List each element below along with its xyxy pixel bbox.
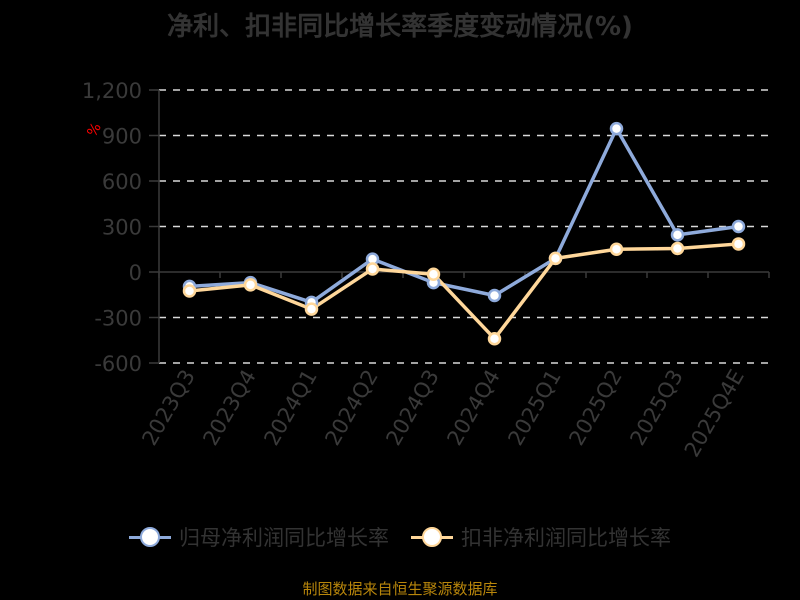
data-point-marker[interactable]: [426, 267, 441, 282]
series-line-1: [189, 126, 739, 305]
line-chart: -600-30003006009001,2002023Q32023Q42024Q…: [82, 79, 770, 462]
data-point-marker[interactable]: [609, 242, 624, 256]
y-tick-label: 600: [102, 170, 142, 194]
legend-item-net-profit-growth[interactable]: 归母净利润同比增长率: [129, 522, 389, 552]
chart-title: 净利、扣非同比增长率季度变动情况(%): [167, 12, 633, 42]
legend-marker-icon: [411, 527, 453, 547]
x-tick-label: 2024Q1: [259, 366, 321, 450]
legend-item-deducted-net-profit-growth[interactable]: 扣非净利润同比增长率: [411, 522, 671, 552]
x-tick-label: 2025Q1: [503, 366, 565, 450]
data-point-marker[interactable]: [670, 241, 685, 256]
y-tick-label: 1,200: [82, 79, 142, 103]
y-tick-label: 0: [129, 261, 142, 285]
y-tick-label: 900: [102, 125, 142, 149]
x-tick-label: 2025Q3: [625, 366, 687, 450]
data-point-marker[interactable]: [731, 219, 746, 234]
x-tick-label: 2025Q2: [564, 366, 626, 450]
data-point-marker[interactable]: [365, 262, 380, 276]
data-point-marker[interactable]: [304, 302, 319, 316]
data-point-marker[interactable]: [243, 278, 258, 292]
data-point-marker[interactable]: [731, 237, 746, 251]
legend-marker-icon: [129, 527, 171, 547]
data-point-marker[interactable]: [182, 284, 197, 298]
x-tick-label: 2024Q2: [320, 366, 382, 450]
series-line-2: [189, 242, 739, 341]
y-tick-label: -600: [94, 352, 142, 376]
x-tick-label: 2024Q3: [381, 366, 443, 450]
x-tick-label: 2024Q4: [442, 366, 504, 450]
data-point-marker[interactable]: [670, 228, 685, 242]
x-tick-label: 2023Q4: [198, 366, 260, 450]
y-tick-label: 300: [102, 216, 142, 240]
data-point-marker[interactable]: [487, 331, 502, 346]
chart-legend: 归母净利润同比增长率 扣非净利润同比增长率: [0, 522, 800, 552]
legend-label: 扣非净利润同比增长率: [461, 526, 671, 550]
data-point-marker[interactable]: [548, 251, 563, 266]
data-source-note: 制图数据来自恒生聚源数据库: [302, 580, 498, 598]
data-point-marker[interactable]: [487, 288, 502, 303]
x-tick-label: 2025Q4E: [680, 366, 749, 462]
data-point-marker[interactable]: [609, 121, 624, 136]
y-tick-label: -300: [94, 307, 142, 331]
legend-label: 归母净利润同比增长率: [179, 526, 389, 550]
x-tick-label: 2023Q3: [137, 366, 199, 450]
